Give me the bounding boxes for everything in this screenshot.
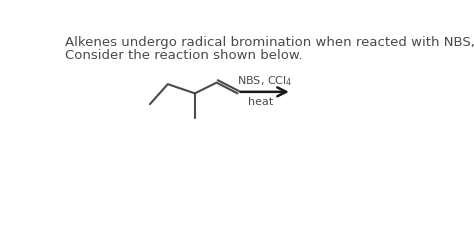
- Text: Alkenes undergo radical bromination when reacted with NBS, or: Alkenes undergo radical bromination when…: [65, 36, 474, 49]
- Text: heat: heat: [248, 97, 273, 107]
- Text: NBS, CCl$_4$: NBS, CCl$_4$: [237, 74, 292, 88]
- Text: Consider the reaction shown below.: Consider the reaction shown below.: [65, 49, 303, 62]
